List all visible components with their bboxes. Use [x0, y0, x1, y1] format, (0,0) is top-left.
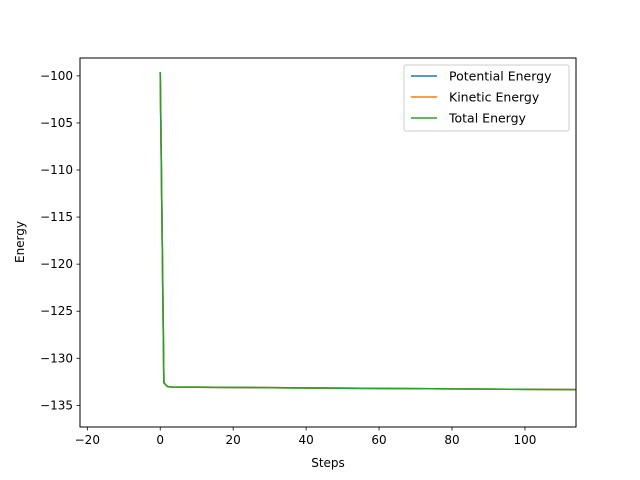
legend: Potential Energy Kinetic Energy Total Ener…	[403, 64, 570, 132]
y-tick-label: −135	[40, 398, 73, 412]
legend-label-0: Potential Energy	[449, 69, 552, 84]
y-tick-label: −105	[40, 116, 73, 130]
y-tick-label: −120	[40, 257, 73, 271]
legend-label-1: Kinetic Energy	[449, 90, 540, 105]
x-tick-label: 60	[371, 433, 386, 447]
x-tick-label: 80	[444, 433, 459, 447]
x-tick-label: 40	[298, 433, 313, 447]
y-tick-label: −100	[40, 69, 73, 83]
plot-frame	[79, 57, 577, 428]
y-axis-ticks: −100 −105 −110 −115 −120 −125 −130 −135	[40, 69, 80, 412]
x-tick-label: 0	[156, 433, 164, 447]
y-tick-label: −115	[40, 210, 73, 224]
series-line-2	[159, 72, 576, 391]
x-axis-label: Steps	[311, 456, 345, 470]
y-tick-label: −130	[40, 351, 73, 365]
y-tick-label: −125	[40, 304, 73, 318]
x-axis-ticks: −20 0 20 40 60 80 100	[75, 427, 536, 447]
y-tick-label: −110	[40, 163, 73, 177]
plot-lines	[159, 72, 576, 391]
y-axis-label: Energy	[13, 221, 27, 263]
x-tick-label: 20	[226, 433, 241, 447]
x-tick-label: −20	[75, 433, 100, 447]
legend-box	[403, 64, 570, 132]
x-tick-label: 100	[513, 433, 536, 447]
legend-label-2: Total Energy	[448, 111, 527, 126]
